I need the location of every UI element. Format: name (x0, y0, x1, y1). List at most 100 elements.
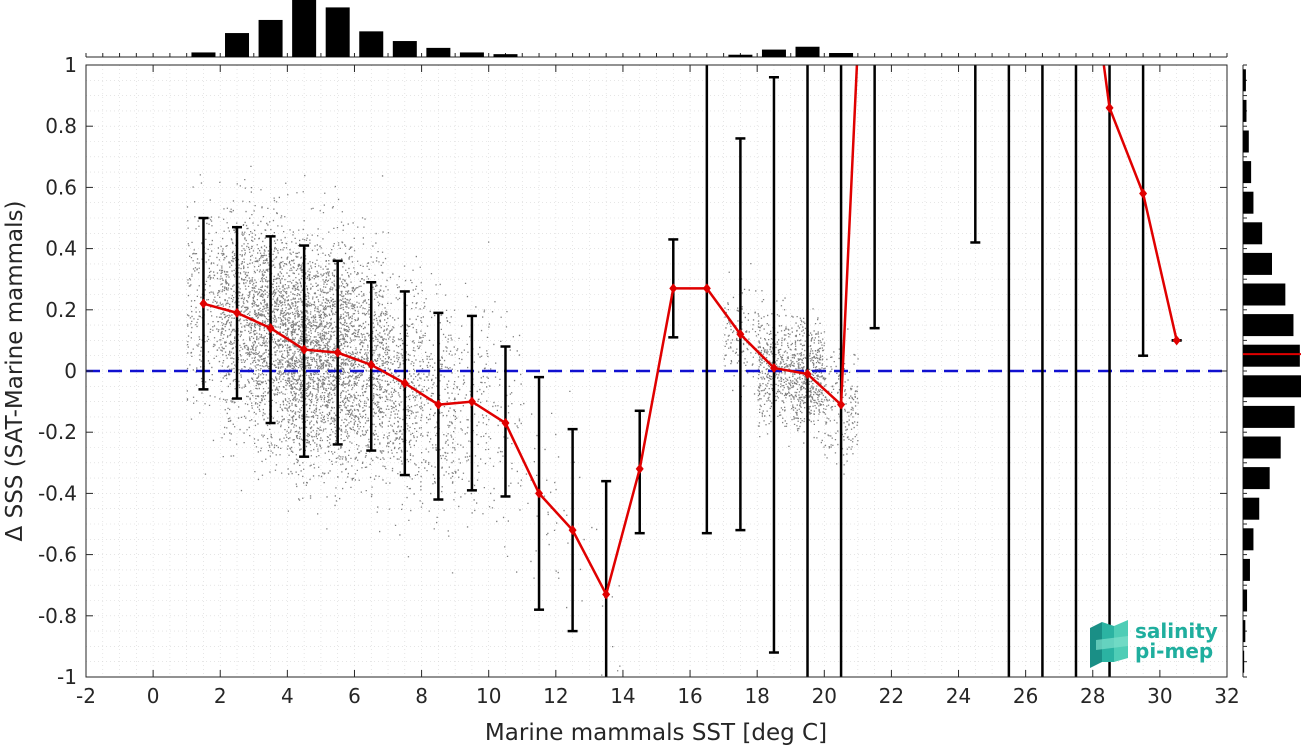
mean-marker (769, 362, 778, 373)
mean-marker (535, 488, 544, 499)
x-axis-ticks: -2 0 2 4 6 8 10 12 14 16 18 20 22 24 26 28 30 32 (76, 65, 1240, 708)
right-hist-bar (1243, 344, 1300, 367)
x-tick-label: 24 (946, 684, 971, 708)
right-hist-bar (1243, 467, 1270, 490)
y-tick-label: -0.4 (38, 481, 77, 505)
mean-marker (1105, 102, 1114, 113)
y-tick-label: 0.6 (45, 175, 77, 199)
y-axis-label: Δ SSS (SAT-Marine mammals) (2, 201, 28, 542)
top-hist-bar (292, 0, 317, 57)
x-tick-label: 26 (1013, 684, 1038, 708)
x-tick-label: 0 (147, 684, 160, 708)
right-hist-bar (1243, 314, 1294, 337)
mean-marker (702, 283, 711, 294)
right-hist-bar (1243, 252, 1272, 275)
mean-marker (467, 396, 476, 407)
scatter-points (186, 165, 859, 676)
x-tick-label: 28 (1080, 684, 1105, 708)
mean-marker (635, 463, 644, 474)
mean-marker (199, 298, 208, 309)
top-hist-bar (493, 54, 518, 57)
top-hist-bar (795, 46, 820, 57)
top-hist-bar (459, 52, 484, 57)
logo-waves-icon (1090, 620, 1128, 668)
mean-marker (400, 378, 409, 389)
top-hist-bar (258, 19, 283, 57)
right-histogram (1242, 64, 1301, 678)
right-hist-bar (1243, 191, 1254, 214)
top-histogram (85, 0, 1228, 58)
mean-marker (300, 344, 309, 355)
x-tick-label: 16 (677, 684, 702, 708)
mean-marker (669, 283, 678, 294)
x-tick-label: 32 (1214, 684, 1239, 708)
mean-marker (367, 359, 376, 370)
x-tick-label: 30 (1147, 684, 1172, 708)
y-tick-label: -0.6 (38, 543, 77, 567)
right-hist-bar (1243, 283, 1286, 306)
y-tick-label: 0 (64, 359, 77, 383)
top-hist-bar (325, 7, 350, 57)
mean-marker (602, 589, 611, 600)
right-hist-bar (1243, 222, 1263, 245)
x-tick-label: 4 (281, 684, 294, 708)
right-hist-bar (1243, 620, 1246, 643)
right-hist-bar (1243, 405, 1295, 428)
y-tick-label: 0.8 (45, 114, 77, 138)
top-hist-bar (392, 41, 417, 57)
y-tick-label: 0.4 (45, 237, 77, 261)
mean-marker (501, 418, 510, 429)
top-hist-bar (829, 53, 854, 57)
right-hist-bar (1243, 375, 1301, 398)
mean-marker (1139, 188, 1148, 199)
right-hist-bar (1243, 650, 1245, 673)
salinity-pi-mep-logo: salinity pi-mep (1090, 619, 1218, 668)
mean-marker (803, 369, 812, 380)
logo-text-pi-mep: pi-mep (1135, 639, 1213, 663)
right-hist-bar (1243, 130, 1249, 153)
x-tick-label: 22 (879, 684, 904, 708)
y-tick-label: -0.2 (38, 420, 77, 444)
top-hist-bar (426, 47, 451, 57)
scatter-point-cloud (186, 165, 859, 676)
x-tick-label: 8 (415, 684, 428, 708)
right-hist-bar (1243, 558, 1250, 581)
right-hist-bar (1243, 99, 1247, 122)
right-hist-bar (1243, 528, 1254, 551)
x-axis-label: Marine mammals SST [deg C] (485, 720, 827, 746)
right-hist-bar (1243, 497, 1260, 520)
mean-marker (233, 307, 242, 318)
y-tick-label: -1 (57, 665, 77, 689)
top-hist-bar (225, 33, 250, 57)
y-axis-ticks: 1 0.8 0.6 0.4 0.2 0 -0.2 -0.4 -0.6 -0.8 -1 (38, 53, 1227, 689)
logo-text-salinity: salinity (1135, 619, 1218, 643)
top-hist-bar (728, 54, 753, 57)
right-hist-bar (1243, 161, 1252, 184)
mean-marker (736, 329, 745, 340)
x-tick-label: 14 (610, 684, 635, 708)
mean-marker (266, 323, 275, 334)
x-tick-label: -2 (76, 684, 96, 708)
right-hist-bar (1243, 436, 1281, 459)
top-hist-bar (761, 49, 786, 57)
mean-marker (837, 399, 846, 410)
y-tick-label: 1 (64, 53, 77, 77)
y-tick-label: -0.8 (38, 604, 77, 628)
mean-marker (568, 525, 577, 536)
mean-marker (1172, 335, 1181, 346)
mean-line (199, 65, 1181, 600)
x-tick-label: 18 (744, 684, 769, 708)
x-tick-label: 10 (476, 684, 501, 708)
right-hist-bar (1243, 589, 1248, 612)
y-tick-label: 0.2 (45, 298, 77, 322)
mean-marker (434, 399, 443, 410)
mean-line-right (1102, 65, 1178, 341)
x-tick-label: 20 (812, 684, 837, 708)
top-hist-bar (359, 31, 384, 57)
top-hist-bar (191, 52, 216, 57)
x-tick-label: 12 (543, 684, 568, 708)
right-hist-bar (1243, 69, 1246, 92)
x-tick-label: 6 (348, 684, 361, 708)
x-tick-label: 2 (214, 684, 227, 708)
